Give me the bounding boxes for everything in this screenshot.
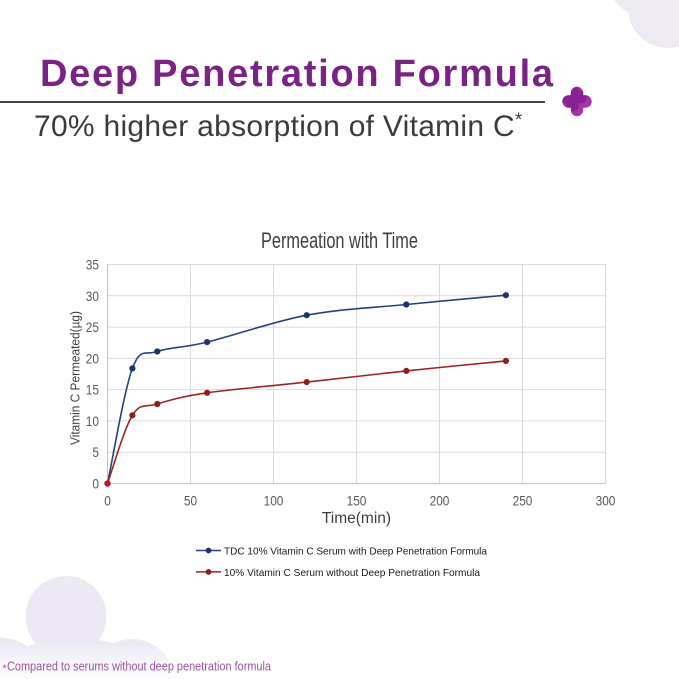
svg-text:100: 100: [264, 493, 284, 509]
svg-text:200: 200: [430, 493, 450, 509]
svg-text:70% higher absorption of Vitam: 70% higher absorption of Vitamin C*: [34, 110, 523, 143]
svg-text:0: 0: [104, 493, 111, 509]
svg-text:50: 50: [184, 493, 197, 509]
svg-text:25: 25: [86, 319, 99, 335]
svg-text:Permeation with Time: Permeation with Time: [261, 228, 418, 253]
svg-text:250: 250: [513, 493, 533, 509]
svg-text:Time(min): Time(min): [322, 510, 391, 527]
svg-text:300: 300: [596, 493, 616, 509]
svg-text:TDC 10% Vitamin C Serum with D: TDC 10% Vitamin C Serum with Deep Penetr…: [224, 546, 487, 558]
svg-text:15: 15: [86, 382, 99, 398]
svg-text:*: *: [3, 663, 7, 675]
svg-text:5: 5: [92, 444, 99, 460]
svg-text:0: 0: [92, 476, 99, 492]
svg-text:Deep Penetration Formula: Deep Penetration Formula: [40, 53, 554, 95]
svg-text:Compared to serums without dee: Compared to serums without deep penetrat…: [7, 659, 272, 674]
svg-text:35: 35: [86, 257, 99, 273]
svg-text:150: 150: [347, 493, 367, 509]
svg-text:30: 30: [86, 288, 99, 304]
svg-text:10: 10: [86, 413, 99, 429]
svg-text:10% Vitamin C Serum without De: 10% Vitamin C Serum without Deep Penetra…: [224, 567, 480, 579]
svg-text:20: 20: [86, 350, 99, 366]
svg-text:Vitamin C Permeated(µg): Vitamin C Permeated(µg): [68, 311, 83, 445]
